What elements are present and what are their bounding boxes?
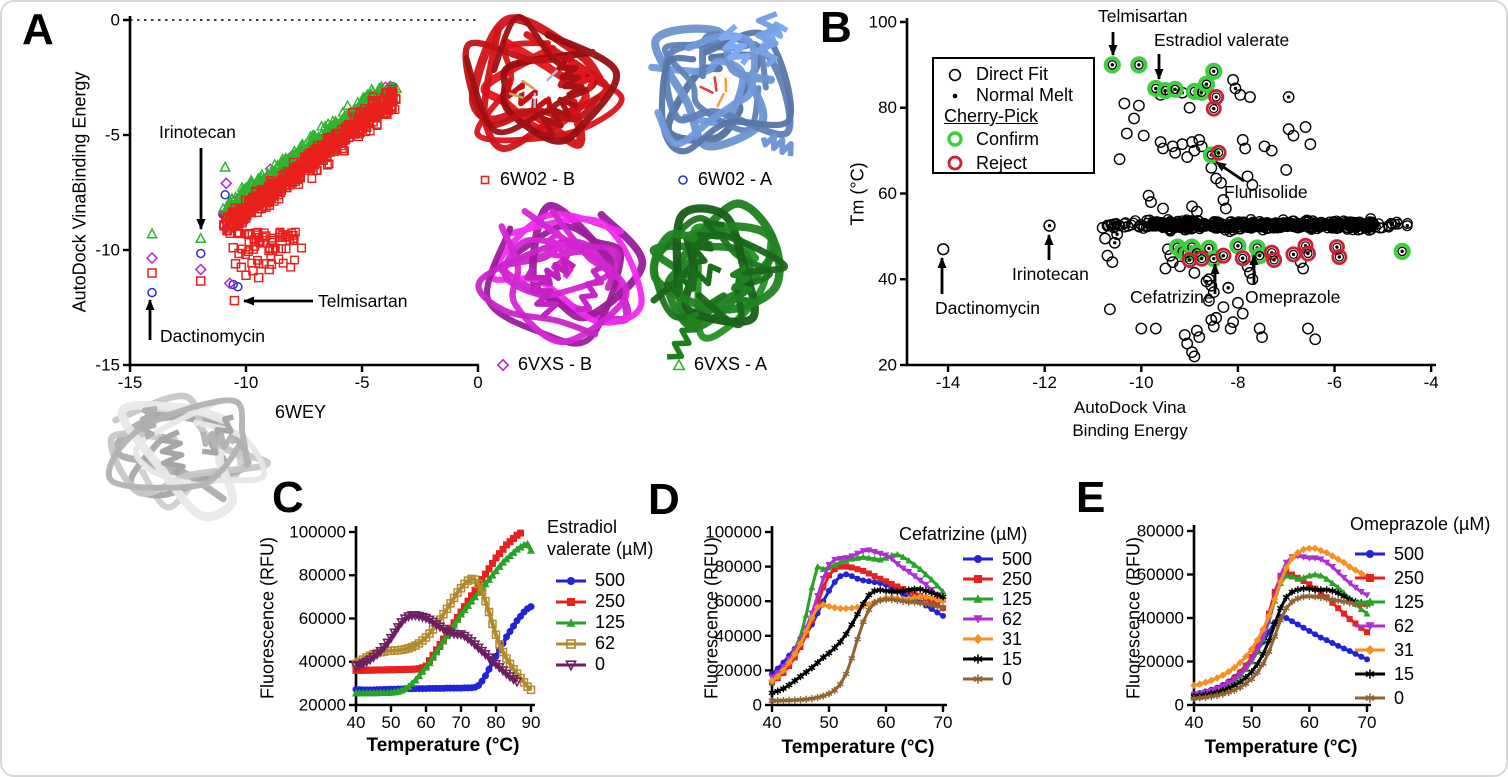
tick-label: 0 <box>1175 695 1184 714</box>
tick-label: -10 <box>95 240 120 259</box>
tick-label: 40 <box>1185 713 1204 732</box>
axes-layer: -15 -10 -5 0 0 -5 -10 -15 -14 -12 -10 -8 -6 -4 100 80 60… <box>95 10 1438 732</box>
tick-label: 60 <box>877 713 896 732</box>
tick-label: -12 <box>1032 373 1057 392</box>
tick-label: 20000 <box>1137 652 1184 671</box>
tick-label: 80000 <box>1137 521 1184 540</box>
tick-label: 50 <box>382 713 401 732</box>
tick-label: 60000 <box>715 592 762 611</box>
tick-label: 40000 <box>715 626 762 645</box>
tick-label: -8 <box>1230 373 1245 392</box>
tick-label: 0 <box>753 695 762 714</box>
tick-label: -10 <box>1129 373 1154 392</box>
tick-label: 60 <box>417 713 436 732</box>
tick-label: 50 <box>820 713 839 732</box>
panel-e-axes: 40 50 60 70 80000 60000 40000 20000 0 <box>1137 521 1377 732</box>
tick-label: 40 <box>347 713 366 732</box>
tick-label: -15 <box>95 355 120 374</box>
tick-label: -4 <box>1424 373 1439 392</box>
panel-d-axes: 40 50 60 70 100000 80000 60000 40000 20000 0 <box>705 522 952 732</box>
protein-structure-6wey <box>105 392 271 522</box>
protein-structures-layer <box>105 11 794 522</box>
protein-structure-6vxsb <box>475 202 647 347</box>
protein-structure-6vxsa <box>649 199 788 360</box>
panel-e-lines <box>1190 544 1371 703</box>
tick-label: 60 <box>1300 713 1319 732</box>
protein-structure-6w02a <box>648 11 794 157</box>
tick-label: 100 <box>869 12 897 31</box>
panel-c-lines <box>350 529 536 697</box>
panel-a-scatter <box>145 80 403 306</box>
tick-label: -15 <box>118 373 143 392</box>
tick-label: 60 <box>878 184 897 203</box>
tick-label: 0 <box>473 373 482 392</box>
tick-label: 100000 <box>289 522 346 541</box>
data-layer <box>145 56 1413 705</box>
protein-structure-6w02b <box>462 13 625 152</box>
tick-label: 60000 <box>299 609 346 628</box>
tick-label: -5 <box>105 125 120 144</box>
tick-label: 80 <box>878 98 897 117</box>
tick-label: 60000 <box>1137 565 1184 584</box>
panel-d-lines <box>768 547 947 705</box>
tick-label: 70 <box>452 713 471 732</box>
tick-label: 90 <box>522 713 541 732</box>
tick-label: 40000 <box>1137 608 1184 627</box>
tick-label: -6 <box>1327 373 1342 392</box>
annotation-arrows-layer <box>145 32 1259 340</box>
tick-label: 80000 <box>715 557 762 576</box>
panel-b-scatter <box>937 56 1413 363</box>
panel-a-axes: -15 -10 -5 0 0 -5 -10 -15 <box>95 10 482 392</box>
tick-label: 0 <box>111 10 120 29</box>
tick-label: 70 <box>934 713 953 732</box>
tick-label: 20000 <box>715 661 762 680</box>
tick-label: 70 <box>1358 713 1377 732</box>
tick-label: 40 <box>878 270 897 289</box>
panel-b-axes: -14 -12 -10 -8 -6 -4 100 80 60 40 20 <box>869 12 1439 392</box>
tick-label: 40000 <box>299 652 346 671</box>
tick-label: -5 <box>354 373 369 392</box>
tick-label: 80000 <box>299 566 346 585</box>
panel-c-axes: 40 50 60 70 80 90 100000 80000 60000 40000 20000 <box>289 522 540 732</box>
tick-label: 40 <box>763 713 782 732</box>
tick-label: 100000 <box>705 522 762 541</box>
tick-label: 20000 <box>299 695 346 714</box>
tick-label: 50 <box>1242 713 1261 732</box>
tick-label: 20 <box>878 355 897 374</box>
tick-label: -10 <box>234 373 259 392</box>
tick-label: 80 <box>487 713 506 732</box>
tick-label: -14 <box>936 373 961 392</box>
